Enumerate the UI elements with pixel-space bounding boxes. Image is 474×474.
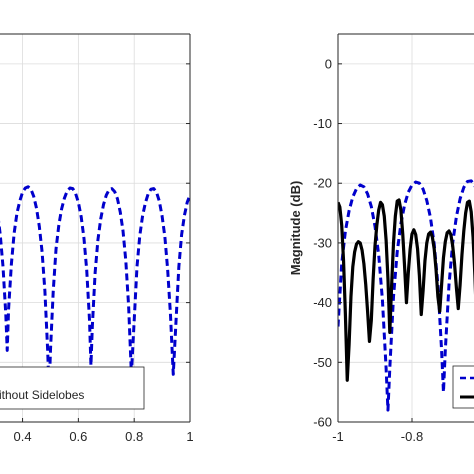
left-x-tick-label: 1 xyxy=(186,429,193,444)
right-chart: 0-10-20-30-40-50-60 -1-0.8-0.6 Magnitude… xyxy=(288,33,474,444)
left-x-tick-label: 0.8 xyxy=(125,429,143,444)
right-series-line-solid xyxy=(338,198,474,382)
right-y-tick-label: 0 xyxy=(325,56,332,71)
right-x-tick-labels: -1-0.8-0.6 xyxy=(332,429,423,444)
left-x-tick-labels: 0.4 0.6 0.8 1 xyxy=(14,429,194,444)
right-y-tick-label: -50 xyxy=(313,355,332,370)
left-plot-area xyxy=(0,34,190,422)
right-y-tick-label: -40 xyxy=(313,295,332,310)
right-axes xyxy=(337,33,474,423)
left-axes xyxy=(0,33,191,423)
right-y-tick-label: -20 xyxy=(313,176,332,191)
right-y-axis-label: Magnitude (dB) xyxy=(288,181,303,276)
right-x-tick-label: -1 xyxy=(332,429,344,444)
left-chart: 0.4 0.6 0.8 1 ithout Sidelobes xyxy=(0,33,194,444)
right-y-tick-label: -10 xyxy=(313,116,332,131)
left-legend-entry-label: ithout Sidelobes xyxy=(0,388,84,402)
left-legend-box xyxy=(0,366,145,410)
right-plot-area xyxy=(338,34,474,422)
right-y-tick-labels: 0 -10 -20 -30 -40 -50 -60 xyxy=(313,56,332,429)
left-x-tick-label: 0.4 xyxy=(14,429,32,444)
right-series xyxy=(338,179,474,412)
right-y-tick-label: -60 xyxy=(313,415,332,430)
right-x-tick-label: -0.8 xyxy=(401,429,423,444)
left-x-tick-label: 0.6 xyxy=(69,429,87,444)
left-legend: ithout Sidelobes xyxy=(0,366,145,410)
right-legend xyxy=(452,365,474,409)
right-legend-box xyxy=(452,365,474,409)
right-series-line-dashed xyxy=(338,179,474,412)
right-y-tick-label: -30 xyxy=(313,235,332,250)
